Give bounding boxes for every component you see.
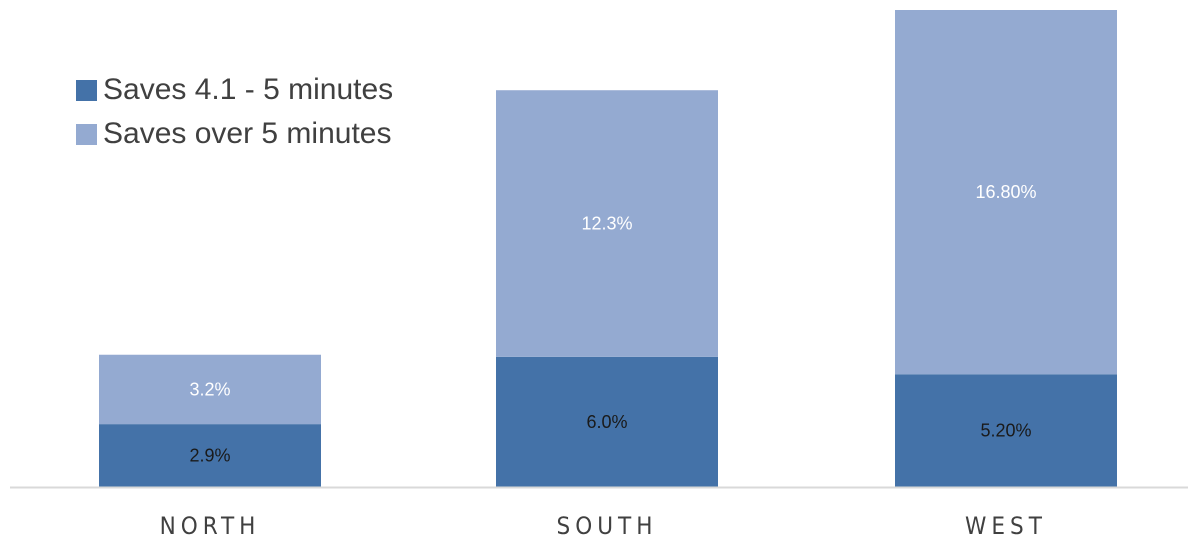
data-label-south-series-1: 6.0% — [586, 412, 627, 432]
category-label-north: NORTH — [160, 512, 261, 540]
data-label-north-series-2: 3.2% — [189, 379, 230, 399]
legend-swatch-series-2 — [76, 123, 97, 145]
bars-layer — [99, 10, 1117, 487]
labels-layer: 2.9% 3.2% NORTH 6.0% 12.3% SOUTH 5.20% 16.80% WE… — [160, 182, 1047, 540]
legend: Saves 4.1 - 5 minutes Saves over 5 minut… — [76, 68, 393, 156]
bar-north-series-2 — [99, 354, 321, 425]
legend-item-series-1: Saves 4.1 - 5 minutes — [76, 68, 393, 112]
category-label-south: SOUTH — [557, 512, 658, 540]
bar-west-series-1 — [895, 374, 1117, 487]
bar-north-series-1 — [99, 424, 321, 487]
legend-label-series-2: Saves over 5 minutes — [103, 117, 392, 150]
data-label-west-series-1: 5.20% — [980, 421, 1031, 441]
bar-west-series-2 — [895, 10, 1117, 375]
bar-south-series-1 — [496, 356, 718, 487]
data-label-south-series-2: 12.3% — [581, 214, 632, 234]
data-label-west-series-2: 16.80% — [975, 182, 1036, 202]
category-label-west: WEST — [965, 512, 1047, 540]
legend-swatch-series-1 — [76, 79, 97, 101]
legend-label-series-1: Saves 4.1 - 5 minutes — [103, 73, 394, 106]
data-label-north-series-1: 2.9% — [189, 446, 230, 466]
legend-item-series-2: Saves over 5 minutes — [76, 112, 393, 156]
bar-south-series-2 — [496, 90, 718, 357]
